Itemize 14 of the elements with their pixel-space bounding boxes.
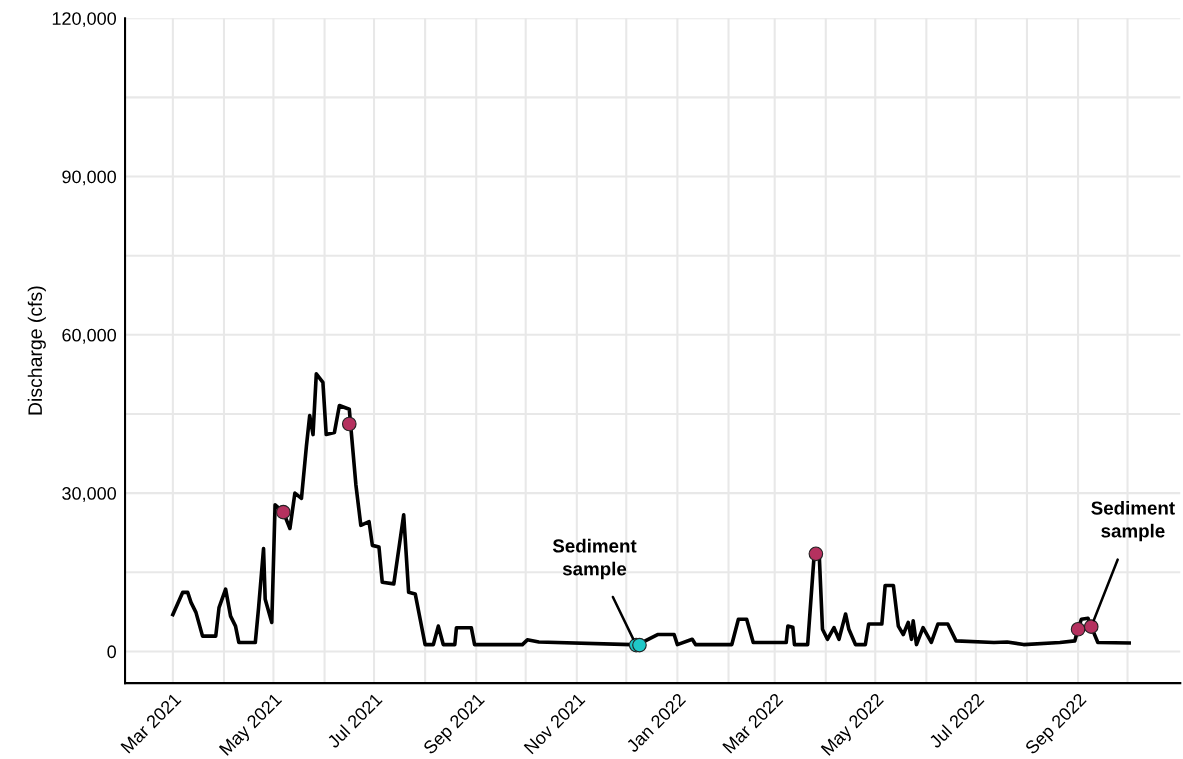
point [808, 546, 824, 562]
point [1070, 621, 1086, 637]
point [632, 637, 647, 653]
annotation: Sediment sample [1091, 500, 1175, 542]
point [276, 504, 291, 520]
annotation: Sediment sample [552, 538, 637, 580]
y-axis-title: Discharge (cfs) [27, 286, 46, 415]
point [1083, 619, 1099, 634]
y-tick-label: 30,000 [62, 487, 117, 502]
y-tick-label: 120,000 [52, 12, 117, 28]
y-tick-label: 90,000 [62, 170, 117, 186]
point [341, 416, 357, 432]
y-tick-label: 60,000 [62, 328, 117, 344]
y-tick-label: 0 [107, 645, 116, 659]
